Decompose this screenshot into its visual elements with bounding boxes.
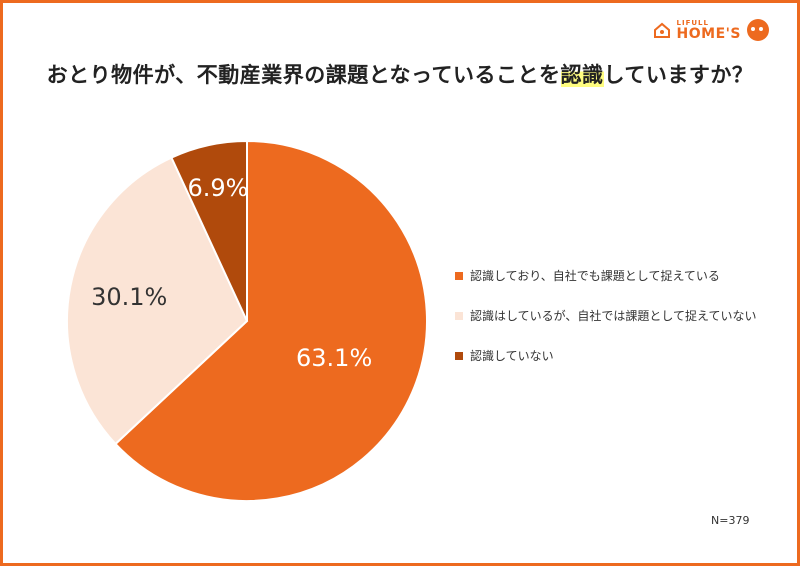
- title-part-1: おとり物件が、不動産業界の課題となっていることを: [46, 63, 561, 87]
- sample-size-note: N=379: [711, 514, 750, 527]
- legend-swatch-3: [455, 351, 463, 360]
- legend-swatch-2: [455, 311, 463, 320]
- pie-slice-2: [66, 156, 249, 446]
- legend-label-1: 認識しており、自社でも課題として捉えている: [470, 269, 720, 283]
- house-icon: [653, 22, 670, 38]
- slice-label-2: 30.1%: [91, 283, 167, 311]
- slice-label-1: 63.1%: [296, 344, 372, 372]
- mascot-icon: [747, 19, 769, 41]
- logo-small-text: LIFULL: [676, 18, 709, 27]
- lifull-homes-logo: LIFULL HOME'S: [653, 19, 769, 41]
- title-part-2: していますか？: [603, 63, 754, 87]
- legend-item-3: 認識していない: [455, 345, 756, 366]
- legend-item-2: 認識はしているが、自社では課題として捉えていない: [455, 305, 756, 326]
- slice-label-3: 6.9%: [188, 174, 249, 202]
- legend-label-2: 認識はしているが、自社では課題として捉えていない: [470, 309, 757, 323]
- legend: 認識しており、自社でも課題として捉えている認識はしているが、自社では課題として捉…: [455, 265, 756, 385]
- title-highlight: 認識: [560, 63, 604, 87]
- legend-swatch-1: [455, 271, 463, 280]
- pie-chart: 63.1% 30.1% 6.9%: [66, 139, 428, 502]
- legend-label-3: 認識していない: [470, 349, 554, 363]
- legend-item-1: 認識しており、自社でも課題として捉えている: [455, 265, 756, 286]
- chart-title: おとり物件が、不動産業界の課題となっていることを認識していますか？: [3, 59, 797, 89]
- pie-slice-1: [114, 139, 428, 502]
- logo-big-text: HOME'S: [676, 25, 741, 42]
- pie-slice-3: [170, 139, 248, 322]
